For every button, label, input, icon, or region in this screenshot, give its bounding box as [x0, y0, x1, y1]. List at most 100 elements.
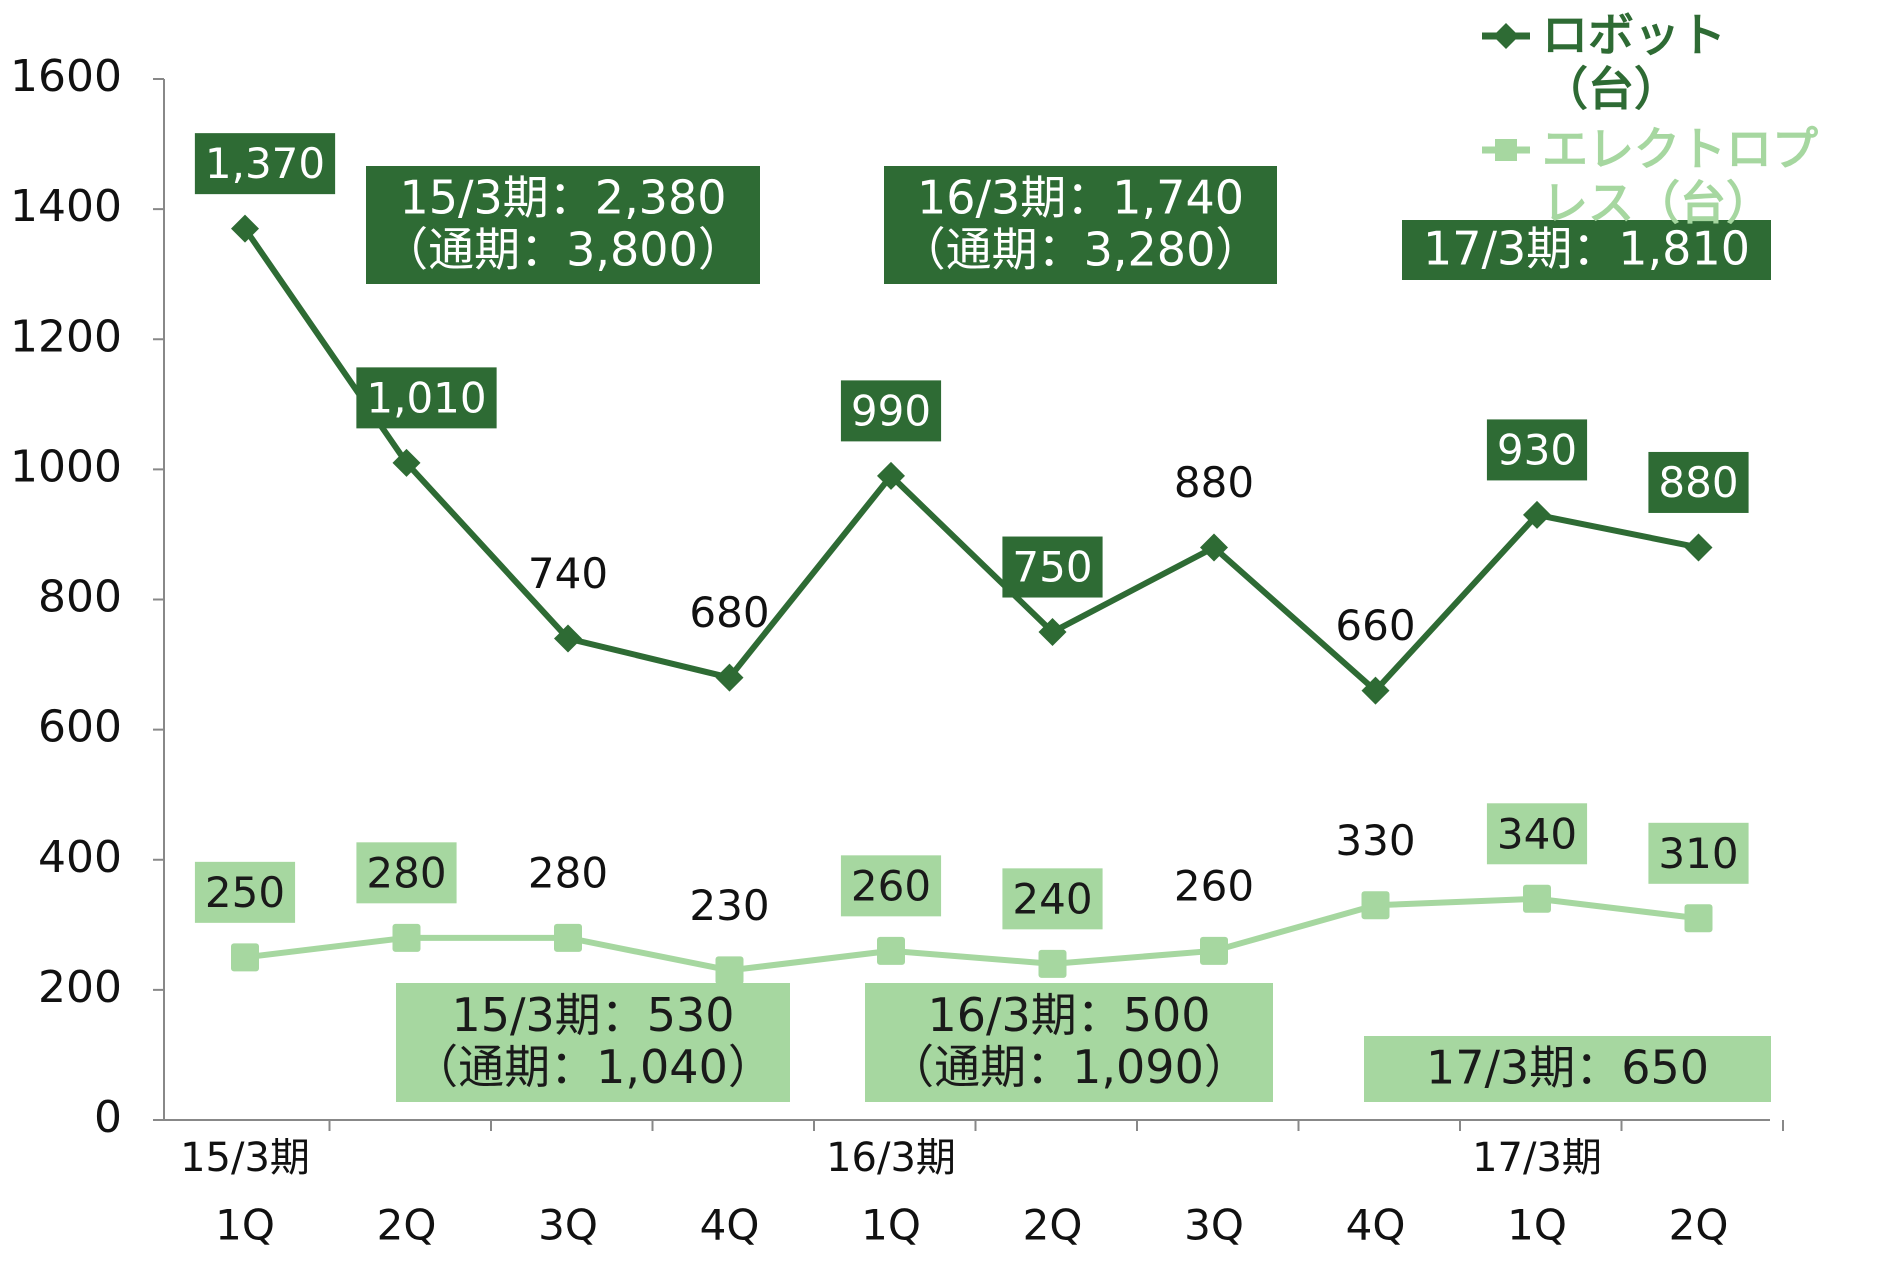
annotation-box	[1364, 1036, 1771, 1102]
data-label-box	[1486, 803, 1588, 865]
y-tick-label: 1200	[10, 311, 122, 362]
marker	[1038, 618, 1067, 647]
data-label-box	[194, 861, 296, 923]
x-tick-label: 3Q	[1184, 1201, 1244, 1250]
y-tick-label: 600	[38, 702, 122, 753]
data-label: 880	[1174, 458, 1254, 507]
data-label: 660	[1335, 601, 1415, 650]
marker	[231, 214, 259, 243]
annotation-box	[366, 166, 760, 284]
legend-label: エレクトロプレス（台）	[1542, 122, 1818, 230]
data-label: 280	[366, 848, 446, 897]
data-label: 740	[528, 549, 608, 598]
x-tick-label: 4Q	[1346, 1201, 1406, 1250]
data-label: 240	[1012, 874, 1092, 923]
data-label-box	[1648, 451, 1749, 513]
marker	[715, 956, 744, 985]
data-label-box	[1002, 536, 1103, 598]
x-tick-label: 2Q	[1023, 1201, 1083, 1250]
annotation-text: （通期：3,800）	[382, 223, 744, 277]
data-label-group: 240	[1002, 868, 1103, 930]
marker	[1684, 533, 1713, 562]
y-tick-label: 400	[38, 832, 122, 883]
data-label: 250	[205, 868, 285, 917]
data-label-group: 660	[1335, 601, 1415, 650]
data-label: 310	[1658, 829, 1738, 878]
data-label-box	[1486, 419, 1588, 481]
data-label-group: 990	[840, 380, 942, 442]
series-line	[242, 226, 1700, 695]
data-label: 260	[1174, 861, 1254, 910]
marker	[554, 923, 582, 952]
data-label-box	[840, 855, 942, 917]
data-label-group: 330	[1335, 816, 1415, 865]
data-label-group: 280	[356, 842, 457, 904]
legend-label: ロボット（台）	[1542, 8, 1726, 116]
annotation-box	[396, 983, 790, 1102]
data-label: 750	[1012, 543, 1092, 592]
data-label-group: 1,370	[194, 133, 336, 195]
marker	[715, 663, 744, 692]
data-label-group: 260	[1174, 861, 1254, 910]
data-label-group: 680	[689, 588, 769, 637]
marker	[1200, 533, 1228, 562]
x-group-label: 15/3期	[180, 1135, 310, 1181]
y-tick-label: 0	[94, 1092, 122, 1143]
data-label-group: 930	[1486, 419, 1588, 481]
data-label-group: 260	[840, 855, 942, 917]
annotation-text: （通期：1,040）	[412, 1040, 774, 1094]
annotation-text: 17/3期：1,810	[1423, 222, 1750, 276]
annotation-text: （通期：3,280）	[900, 223, 1262, 277]
marker	[1038, 949, 1067, 978]
annotation-box	[1402, 220, 1771, 280]
data-label-group: 880	[1174, 458, 1254, 507]
data-label-group: 280	[528, 848, 608, 897]
x-tick-label: 4Q	[700, 1201, 760, 1250]
marker	[1523, 500, 1551, 529]
legend-entry: エレクトロプレス（台）	[1480, 122, 1880, 230]
x-tick-label: 1Q	[215, 1201, 275, 1250]
y-tick-label: 1600	[10, 51, 122, 102]
marker	[877, 461, 905, 490]
x-tick-label: 2Q	[377, 1201, 437, 1250]
legend-marker	[1495, 139, 1517, 161]
annotation-text: 16/3期：500	[927, 988, 1210, 1042]
data-label-group: 740	[528, 549, 608, 598]
data-label: 330	[1335, 816, 1415, 865]
legend-icon	[1482, 139, 1530, 161]
data-label: 1,370	[205, 139, 325, 188]
data-label-group: 750	[1002, 536, 1103, 598]
marker	[392, 923, 421, 952]
marker	[877, 936, 905, 965]
data-label-group: 880	[1648, 451, 1749, 513]
x-tick-label: 1Q	[1507, 1201, 1567, 1250]
legend: ロボット（台） エレクトロプレス（台）	[1480, 8, 1880, 236]
marker	[231, 943, 259, 972]
data-label: 230	[689, 881, 769, 930]
data-label-group: 310	[1648, 822, 1749, 884]
data-label-box	[356, 367, 497, 429]
data-label-group: 230	[689, 881, 769, 930]
x-tick-label: 1Q	[861, 1201, 921, 1250]
legend-entry: ロボット（台）	[1480, 8, 1880, 116]
data-label: 280	[528, 848, 608, 897]
marker	[1361, 891, 1390, 920]
y-tick-label: 1000	[10, 441, 122, 492]
legend-marker	[1493, 23, 1519, 49]
data-label: 990	[851, 386, 931, 435]
marker	[392, 448, 421, 477]
data-label-group: 1,010	[356, 367, 497, 429]
data-label: 260	[851, 861, 931, 910]
legend-icon	[1482, 23, 1530, 49]
x-tick-label: 3Q	[538, 1201, 598, 1250]
annotation-box	[865, 983, 1273, 1102]
marker	[1523, 884, 1551, 913]
data-label-group: 250	[194, 861, 296, 923]
data-label: 680	[689, 588, 769, 637]
annotation-text: 15/3期：2,380	[400, 171, 727, 225]
x-group-label: 16/3期	[826, 1135, 956, 1181]
marker	[554, 624, 582, 653]
annotation-text: （通期：1,090）	[888, 1040, 1250, 1094]
